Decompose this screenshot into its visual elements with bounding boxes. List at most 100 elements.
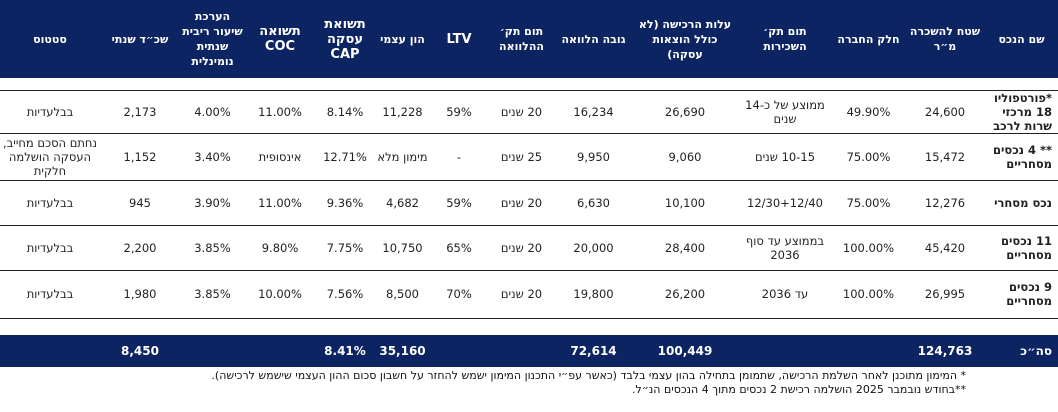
- total-ltv: [430, 335, 488, 367]
- header-coc-yield: תשואה COC: [259, 24, 301, 54]
- cell-annual-rent: 945: [100, 179, 180, 225]
- total-property-name: סה״כ: [1020, 344, 1052, 358]
- cell-interest-rate: 3.85%: [180, 224, 245, 270]
- cell-ltv: -: [430, 132, 488, 180]
- cell-equity: 10,750: [375, 224, 430, 270]
- cell-equity: 11,228: [375, 89, 430, 133]
- cell-coc-yield: 11.00%: [245, 89, 315, 133]
- cell-acquisition-cost: 26,690: [632, 89, 738, 133]
- cell-rentable-area: 45,420: [905, 224, 985, 270]
- cell-status: בבלעדיות: [0, 89, 100, 133]
- cell-status: בבלעדיות: [0, 179, 100, 225]
- cell-company-share: 100.00%: [832, 224, 905, 270]
- cell-cap-yield: 8.14%: [315, 89, 375, 133]
- header-ltv: LTV: [446, 31, 472, 47]
- cell-annual-rent: 1,980: [100, 269, 180, 318]
- cell-loan-amount: 16,234: [555, 89, 632, 133]
- cell-interest-rate: 3.85%: [180, 269, 245, 318]
- header-loan-amount: גובה הלוואה: [561, 32, 626, 46]
- cell-coc-yield: 9.80%: [245, 224, 315, 270]
- cell-rentable-area: 15,472: [905, 132, 985, 180]
- total-lease-term-end: [738, 335, 832, 367]
- header-loan-term-end: תום תק׳ ההלוואה: [499, 25, 544, 53]
- cell-interest-rate: 3.90%: [180, 179, 245, 225]
- total-status: [0, 335, 100, 367]
- cell-property-name: *פורטפוליו 18 מרכזי שרות לרכב: [985, 89, 1058, 133]
- properties-table: שם הנכס שטח להשכרה מ״ר חלק החברה תום תק׳ הש…: [0, 0, 1058, 367]
- total-acquisition-cost: 100,449: [657, 344, 713, 358]
- cell-company-share: 75.00%: [832, 179, 905, 225]
- cell-cap-yield: 12.71%: [315, 132, 375, 180]
- total-loan-amount: 72,614: [570, 344, 617, 358]
- total-interest-rate: [180, 335, 245, 367]
- cell-company-share: 100.00%: [832, 269, 905, 318]
- cell-equity: 8,500: [375, 269, 430, 318]
- cell-ltv: 70%: [430, 269, 488, 318]
- cell-cap-yield: 7.56%: [315, 269, 375, 318]
- cell-company-share: 75.00%: [832, 132, 905, 180]
- spacer-row: [0, 78, 1058, 90]
- cell-status: בבלעדיות: [0, 224, 100, 270]
- header-rentable-area: שטח להשכרה מ״ר: [909, 25, 981, 53]
- cell-ltv: 59%: [430, 179, 488, 225]
- cell-loan-term-end: 25 שנים: [488, 132, 555, 180]
- cell-lease-term-end: 12/30+12/40: [738, 179, 832, 225]
- cell-annual-rent: 2,173: [100, 89, 180, 133]
- cell-lease-term-end: 10-15 שנים: [738, 132, 832, 180]
- cell-equity: מימון מלא: [375, 132, 430, 180]
- cell-lease-term-end: בממוצע עד סוף 2036: [738, 224, 832, 270]
- header-property-name: שם הנכס: [998, 32, 1045, 46]
- table-row: *פורטפוליו 18 מרכזי שרות לרכב 24,600 49.90…: [0, 89, 1058, 133]
- cell-property-name: נכס מסחרי: [985, 179, 1058, 225]
- header-acquisition-cost: עלות הרכישה (לא כולל הוצאות עסקה): [638, 17, 732, 61]
- header-company-share: חלק החברה: [837, 32, 900, 46]
- cell-property-name: ** 4 נכסים מסחריים: [985, 132, 1058, 180]
- table-row: 11 נכסים מסחריים 45,420 100.00% בממוצע עד ס…: [0, 224, 1058, 270]
- cell-cap-yield: 7.75%: [315, 224, 375, 270]
- table-row: נכס מסחרי 12,276 75.00% 12/30+12/40 10,100 6,…: [0, 179, 1058, 225]
- cell-equity: 4,682: [375, 179, 430, 225]
- cell-rentable-area: 24,600: [905, 89, 985, 133]
- cell-lease-term-end: ממוצע של כ-14 שנים: [738, 89, 832, 133]
- cell-rentable-area: 26,995: [905, 269, 985, 318]
- cell-acquisition-cost: 26,200: [632, 269, 738, 318]
- total-cap-yield: 8.41%: [324, 344, 366, 358]
- total-coc-yield: [245, 335, 315, 367]
- footnotes: * המימון מתוכנן לאחר השלמת הרכישה, שתמומ…: [0, 367, 1058, 397]
- total-equity: 35,160: [379, 344, 426, 358]
- total-company-share: [832, 335, 905, 367]
- cell-rentable-area: 12,276: [905, 179, 985, 225]
- table-header: שם הנכס שטח להשכרה מ״ר חלק החברה תום תק׳ הש…: [0, 0, 1058, 78]
- header-equity: הון עצמי: [380, 32, 425, 46]
- cell-acquisition-cost: 28,400: [632, 224, 738, 270]
- header-lease-term-end: תום תק׳ השכירות: [763, 25, 807, 53]
- cell-lease-term-end: עד 2036: [738, 269, 832, 318]
- cell-coc-yield: אינסופית: [245, 132, 315, 180]
- cell-loan-amount: 9,950: [555, 132, 632, 180]
- header-interest-rate: הערכת שיעור ריבית שנתית נומינלית: [182, 10, 243, 68]
- cell-loan-amount: 6,630: [555, 179, 632, 225]
- cell-annual-rent: 1,152: [100, 132, 180, 180]
- header-status: סטטוס: [33, 32, 67, 46]
- cell-acquisition-cost: 10,100: [632, 179, 738, 225]
- footnote-acquisition: **בחודש נובמבר 2025 הושלמה רכישת 2 נכסים…: [632, 383, 966, 396]
- spacer-row: [0, 317, 1058, 335]
- header-annual-rent: שכ״ד שנתי: [111, 32, 169, 46]
- cell-company-share: 49.90%: [832, 89, 905, 133]
- cell-loan-amount: 20,000: [555, 224, 632, 270]
- table-row: 9 נכסים מסחריים 26,995 100.00% עד 2036 26,20…: [0, 269, 1058, 318]
- cell-loan-term-end: 20 שנים: [488, 269, 555, 318]
- cell-status: נחתם הסכם מחייב, העסקה הושלמה חלקית: [0, 132, 100, 180]
- cell-ltv: 59%: [430, 89, 488, 133]
- cell-interest-rate: 4.00%: [180, 89, 245, 133]
- cell-property-name: 11 נכסים מסחריים: [985, 224, 1058, 270]
- total-row: סה״כ 124,763 100,449 72,614 35,160 8.41% 8,450: [0, 335, 1058, 367]
- cell-ltv: 65%: [430, 224, 488, 270]
- cell-coc-yield: 10.00%: [245, 269, 315, 318]
- cell-loan-term-end: 20 שנים: [488, 224, 555, 270]
- cell-annual-rent: 2,200: [100, 224, 180, 270]
- cell-coc-yield: 11.00%: [245, 179, 315, 225]
- total-annual-rent: 8,450: [121, 344, 159, 358]
- total-rentable-area: 124,763: [917, 344, 973, 358]
- cell-acquisition-cost: 9,060: [632, 132, 738, 180]
